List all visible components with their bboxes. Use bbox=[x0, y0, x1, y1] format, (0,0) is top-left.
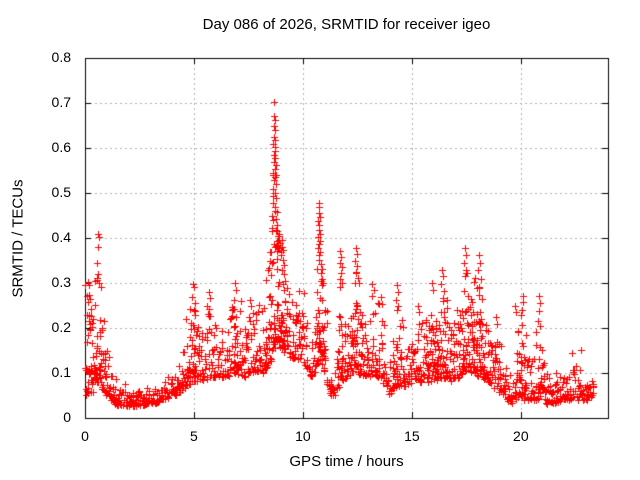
y-tick-label: 0.4 bbox=[51, 229, 71, 245]
x-axis-label: GPS time / hours bbox=[289, 453, 404, 470]
x-tick-label: 20 bbox=[513, 428, 529, 444]
y-tick-label: 0.3 bbox=[51, 274, 71, 290]
y-tick-label: 0.7 bbox=[51, 94, 71, 110]
y-tick-label: 0.1 bbox=[51, 364, 71, 380]
y-tick-label: 0.5 bbox=[51, 184, 71, 200]
y-tick-label: 0 bbox=[63, 409, 71, 425]
y-tick-label: 0.2 bbox=[51, 319, 71, 335]
x-tick-label: 10 bbox=[295, 428, 311, 444]
y-tick-label: 0.6 bbox=[51, 139, 71, 155]
x-tick-label: 15 bbox=[404, 428, 420, 444]
chart-title: Day 086 of 2026, SRMTID for receiver ige… bbox=[202, 16, 491, 33]
x-tick-label: 5 bbox=[190, 428, 198, 444]
x-tick-label: 0 bbox=[81, 428, 89, 444]
y-tick-label: 0.8 bbox=[51, 49, 71, 65]
